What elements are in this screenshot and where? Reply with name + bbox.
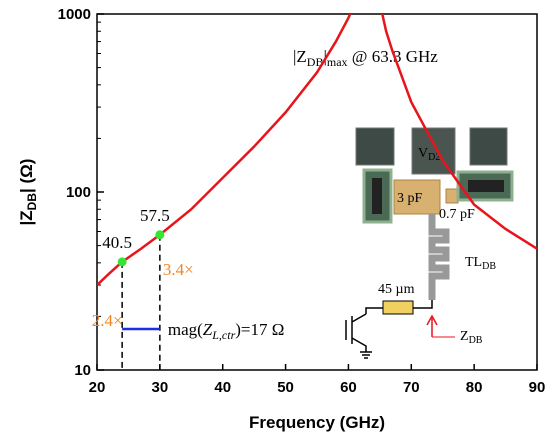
label: VD2 <box>418 146 440 163</box>
capacitor <box>393 179 441 215</box>
marker <box>155 230 165 240</box>
label-part: )=17 Ω <box>235 320 284 339</box>
x-tick-label: 60 <box>340 379 357 396</box>
y-axis-label: |ZDB| (Ω) <box>17 159 39 226</box>
marker-label: 57.5 <box>140 206 170 225</box>
label-part: Z <box>203 320 213 339</box>
ratio-label: 2.4× <box>92 311 123 330</box>
peak-annotation: |ZDB|max @ 63.3 GHz <box>293 47 438 69</box>
transmission-line <box>428 214 450 300</box>
plot-area <box>97 14 537 286</box>
marker-label: 40.5 <box>102 233 132 252</box>
reference-label: mag(ZL,ctr)=17 Ω <box>168 320 285 342</box>
label: 45 µm <box>378 282 415 297</box>
label-part: L,ctr <box>211 328 235 342</box>
capacitor <box>468 180 504 192</box>
arrow <box>426 314 438 337</box>
label: 0.7 pF <box>439 207 475 222</box>
pad <box>469 127 508 166</box>
resistor <box>382 300 414 315</box>
x-tick-label: 50 <box>277 379 294 396</box>
capacitor <box>372 178 382 214</box>
label: 3 pF <box>397 191 423 206</box>
x-tick-label: 30 <box>152 379 169 396</box>
pad <box>355 127 395 166</box>
circuit-inset: VD2 3 pF 0.7 pF TLDB 45 µm ZDB <box>345 127 514 359</box>
marker <box>117 257 127 267</box>
label: ZDB <box>460 329 483 346</box>
ratio-label: 3.4× <box>163 260 194 279</box>
y-tick-label: 10 <box>74 362 91 379</box>
transistor <box>345 300 433 359</box>
x-axis-label: Frequency (GHz) <box>249 413 385 432</box>
label-part: mag( <box>168 320 203 339</box>
x-tick-label: 40 <box>214 379 231 396</box>
x-tick-label: 20 <box>89 379 106 396</box>
x-tick-label: 70 <box>403 379 420 396</box>
y-tick-label: 1000 <box>58 6 91 23</box>
capacitor <box>445 188 459 204</box>
x-tick-label: 80 <box>466 379 483 396</box>
y-tick-label: 100 <box>66 184 91 201</box>
curve <box>97 14 537 286</box>
label: TLDB <box>465 255 496 272</box>
x-tick-label: 90 <box>529 379 546 396</box>
